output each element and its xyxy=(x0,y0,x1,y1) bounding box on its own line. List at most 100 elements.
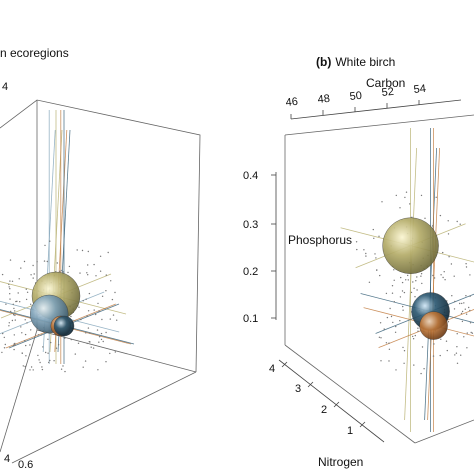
panel-b-heading: (b) White birch xyxy=(316,55,395,69)
scatter-point xyxy=(407,274,409,277)
panel-b: (b) White birch Carbon 46 48 50 52 54 xyxy=(243,55,474,469)
scatter-point xyxy=(442,276,444,279)
scatter-point xyxy=(407,279,409,281)
carbon-tick-52: 52 xyxy=(381,86,394,99)
scatter-point xyxy=(375,257,377,259)
scatter-point xyxy=(432,274,434,277)
nitrogen-tick-4: 4 xyxy=(269,363,275,375)
scatter-point xyxy=(105,274,108,276)
panel-b-label: (b) xyxy=(316,55,331,69)
panel-b-title: White birch xyxy=(335,55,395,69)
scatter-point xyxy=(440,338,442,340)
scatter-point xyxy=(463,336,465,338)
scatter-point xyxy=(400,276,402,279)
panel-a-bottom-fragment: 4 xyxy=(4,453,10,465)
scatter-point xyxy=(78,306,80,308)
scatter-point xyxy=(431,225,434,227)
panel-b-projection-lines xyxy=(340,128,474,432)
scatter-point xyxy=(1,351,3,354)
nitrogen-axis xyxy=(278,359,385,443)
scatter-point xyxy=(39,361,41,364)
scatter-point xyxy=(420,273,423,275)
scatter-point xyxy=(399,207,401,209)
carbon-axis-label: Carbon xyxy=(366,76,405,90)
scatter-point xyxy=(403,362,405,364)
scatter-point xyxy=(5,303,7,305)
scatter-point xyxy=(88,292,91,295)
group-sphere xyxy=(419,311,448,340)
scatter-point xyxy=(421,282,423,285)
scatter-point xyxy=(49,240,51,242)
scatter-point xyxy=(40,334,43,336)
scatter-point xyxy=(388,348,391,350)
scatter-point xyxy=(87,250,90,253)
carbon-tick-54: 54 xyxy=(413,83,426,96)
scatter-point xyxy=(412,338,415,340)
scatter-point xyxy=(8,283,10,286)
scatter-point xyxy=(402,309,404,311)
scatter-point xyxy=(460,312,463,315)
scatter-point xyxy=(435,196,437,198)
scatter-point xyxy=(463,302,465,304)
scatter-point xyxy=(114,351,117,353)
scatter-point xyxy=(447,321,450,323)
scatter-point xyxy=(455,352,458,354)
scatter-point xyxy=(8,322,10,324)
scatter-point xyxy=(99,255,102,257)
scatter-point xyxy=(456,362,459,364)
scatter-point xyxy=(13,334,15,336)
scatter-point xyxy=(109,352,111,355)
scatter-point xyxy=(465,313,468,315)
scatter-point xyxy=(405,191,408,193)
scatter-point xyxy=(372,228,374,231)
scatter-point xyxy=(47,352,49,354)
scatter-point xyxy=(420,372,422,375)
scatter-point xyxy=(469,309,471,312)
scatter-point xyxy=(88,341,91,343)
scatter-point xyxy=(416,289,418,291)
scatter-point xyxy=(87,310,90,312)
nitrogen-tick-1: 1 xyxy=(347,425,353,437)
scatter-point xyxy=(86,342,88,345)
scatter-point xyxy=(468,306,470,309)
scatter-point xyxy=(38,359,40,361)
scatter-point xyxy=(14,314,16,317)
scatter-point xyxy=(30,366,33,368)
scatter-point xyxy=(450,263,453,265)
scatter-point xyxy=(29,369,31,371)
scatter-point xyxy=(96,329,99,331)
scatter-point xyxy=(37,334,40,336)
scatter-point xyxy=(469,322,472,324)
carbon-tick-46: 46 xyxy=(285,96,298,109)
scatter-point xyxy=(93,263,95,266)
phosphorus-tick-04: 0.4 xyxy=(243,170,258,182)
scatter-point xyxy=(440,274,442,276)
scatter-point xyxy=(8,325,10,327)
scatter-point xyxy=(97,369,99,371)
scatter-point xyxy=(405,279,407,281)
scatter-point xyxy=(399,320,401,322)
scatter-point xyxy=(20,267,22,269)
scatter-point xyxy=(20,326,22,328)
scatter-point xyxy=(415,280,417,282)
scatter-point xyxy=(416,276,418,278)
scatter-point xyxy=(82,300,84,302)
scatter-point xyxy=(439,214,442,217)
scatter-point xyxy=(74,353,77,355)
scatter-point xyxy=(14,310,16,312)
scatter-point xyxy=(41,368,44,371)
phosphorus-tick-03: 0.3 xyxy=(243,219,258,231)
scatter-point xyxy=(439,354,441,357)
scatter-point xyxy=(376,269,378,271)
scatter-point xyxy=(456,220,458,223)
scatter-point xyxy=(390,315,393,318)
scatter-point xyxy=(90,346,92,348)
scatter-point xyxy=(432,355,435,357)
scatter-point xyxy=(385,292,388,295)
scatter-point xyxy=(461,302,463,305)
scatter-point xyxy=(64,370,66,373)
carbon-tick-50: 50 xyxy=(349,90,362,103)
scatter-point xyxy=(355,241,358,243)
scatter-point xyxy=(403,350,406,352)
scatter-point xyxy=(395,194,397,197)
